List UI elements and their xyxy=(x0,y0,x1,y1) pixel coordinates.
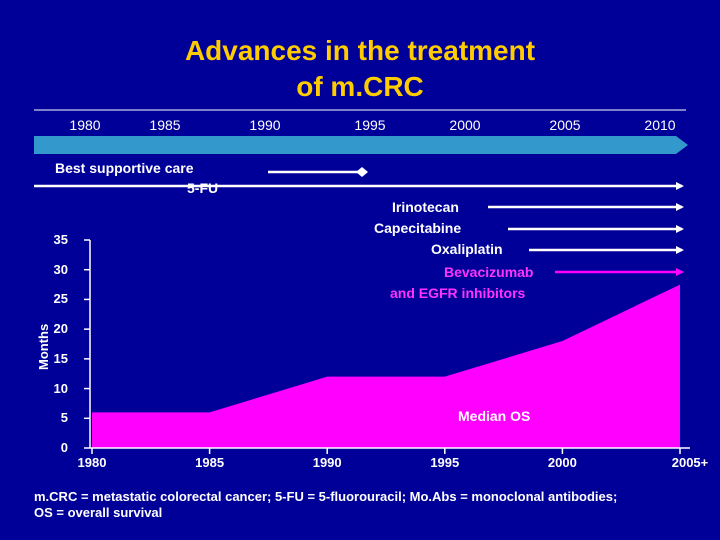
y-tick-label-15: 15 xyxy=(53,350,68,366)
timeline-year-1980: 1980 xyxy=(69,117,101,133)
footnote-line-1: m.CRC = metastatic colorectal cancer; 5-… xyxy=(34,489,618,504)
y-tick-label-35: 35 xyxy=(53,232,68,247)
x-tick-label-1995: 1995 xyxy=(430,455,460,470)
median-os-annotation: Median OS xyxy=(458,408,531,424)
title-line-2: of m.CRC xyxy=(296,71,424,102)
y-tick-label-10: 10 xyxy=(53,380,68,396)
x-tick-label-2000: 2000 xyxy=(547,455,577,470)
y-tick-label-30: 30 xyxy=(53,261,68,277)
best-supportive-care-end xyxy=(356,167,368,177)
x-tick-label-2005+: 2005+ xyxy=(671,455,709,470)
timeline-bar xyxy=(34,136,688,154)
y-tick-label-20: 20 xyxy=(53,321,68,337)
median-os-area xyxy=(92,284,680,448)
label-bevacizumab: Bevacizumab xyxy=(444,264,534,280)
x-tick-label-1985: 1985 xyxy=(195,455,225,470)
title-line-1: Advances in the treatment xyxy=(184,35,536,66)
x-tick-label-1990: 1990 xyxy=(312,455,342,470)
footnote-line-2: OS = overall survival xyxy=(34,505,163,520)
timeline-year-2000: 2000 xyxy=(449,117,481,133)
x-tick-label-1980: 1980 xyxy=(77,455,107,470)
y-tick-label-0: 0 xyxy=(60,440,68,455)
label-egfr-inhibitors: and EGFR inhibitors xyxy=(390,285,526,301)
timeline-year-1995: 1995 xyxy=(354,117,386,133)
label-irinotecan: Irinotecan xyxy=(392,199,459,215)
label-5fu: 5-FU xyxy=(187,180,219,196)
y-tick-label-5: 5 xyxy=(60,410,68,426)
label-oxaliplatin: Oxaliplatin xyxy=(431,241,503,257)
timeline-year-1990: 1990 xyxy=(249,117,281,133)
label-best-supportive-care: Best supportive care xyxy=(55,160,194,176)
y-tick-label-25: 25 xyxy=(53,291,68,307)
timeline-year-2005: 2005 xyxy=(549,117,581,133)
label-capecitabine: Capecitabine xyxy=(374,220,462,236)
timeline-year-2010: 2010 xyxy=(644,117,676,133)
timeline-year-1985: 1985 xyxy=(149,117,181,133)
